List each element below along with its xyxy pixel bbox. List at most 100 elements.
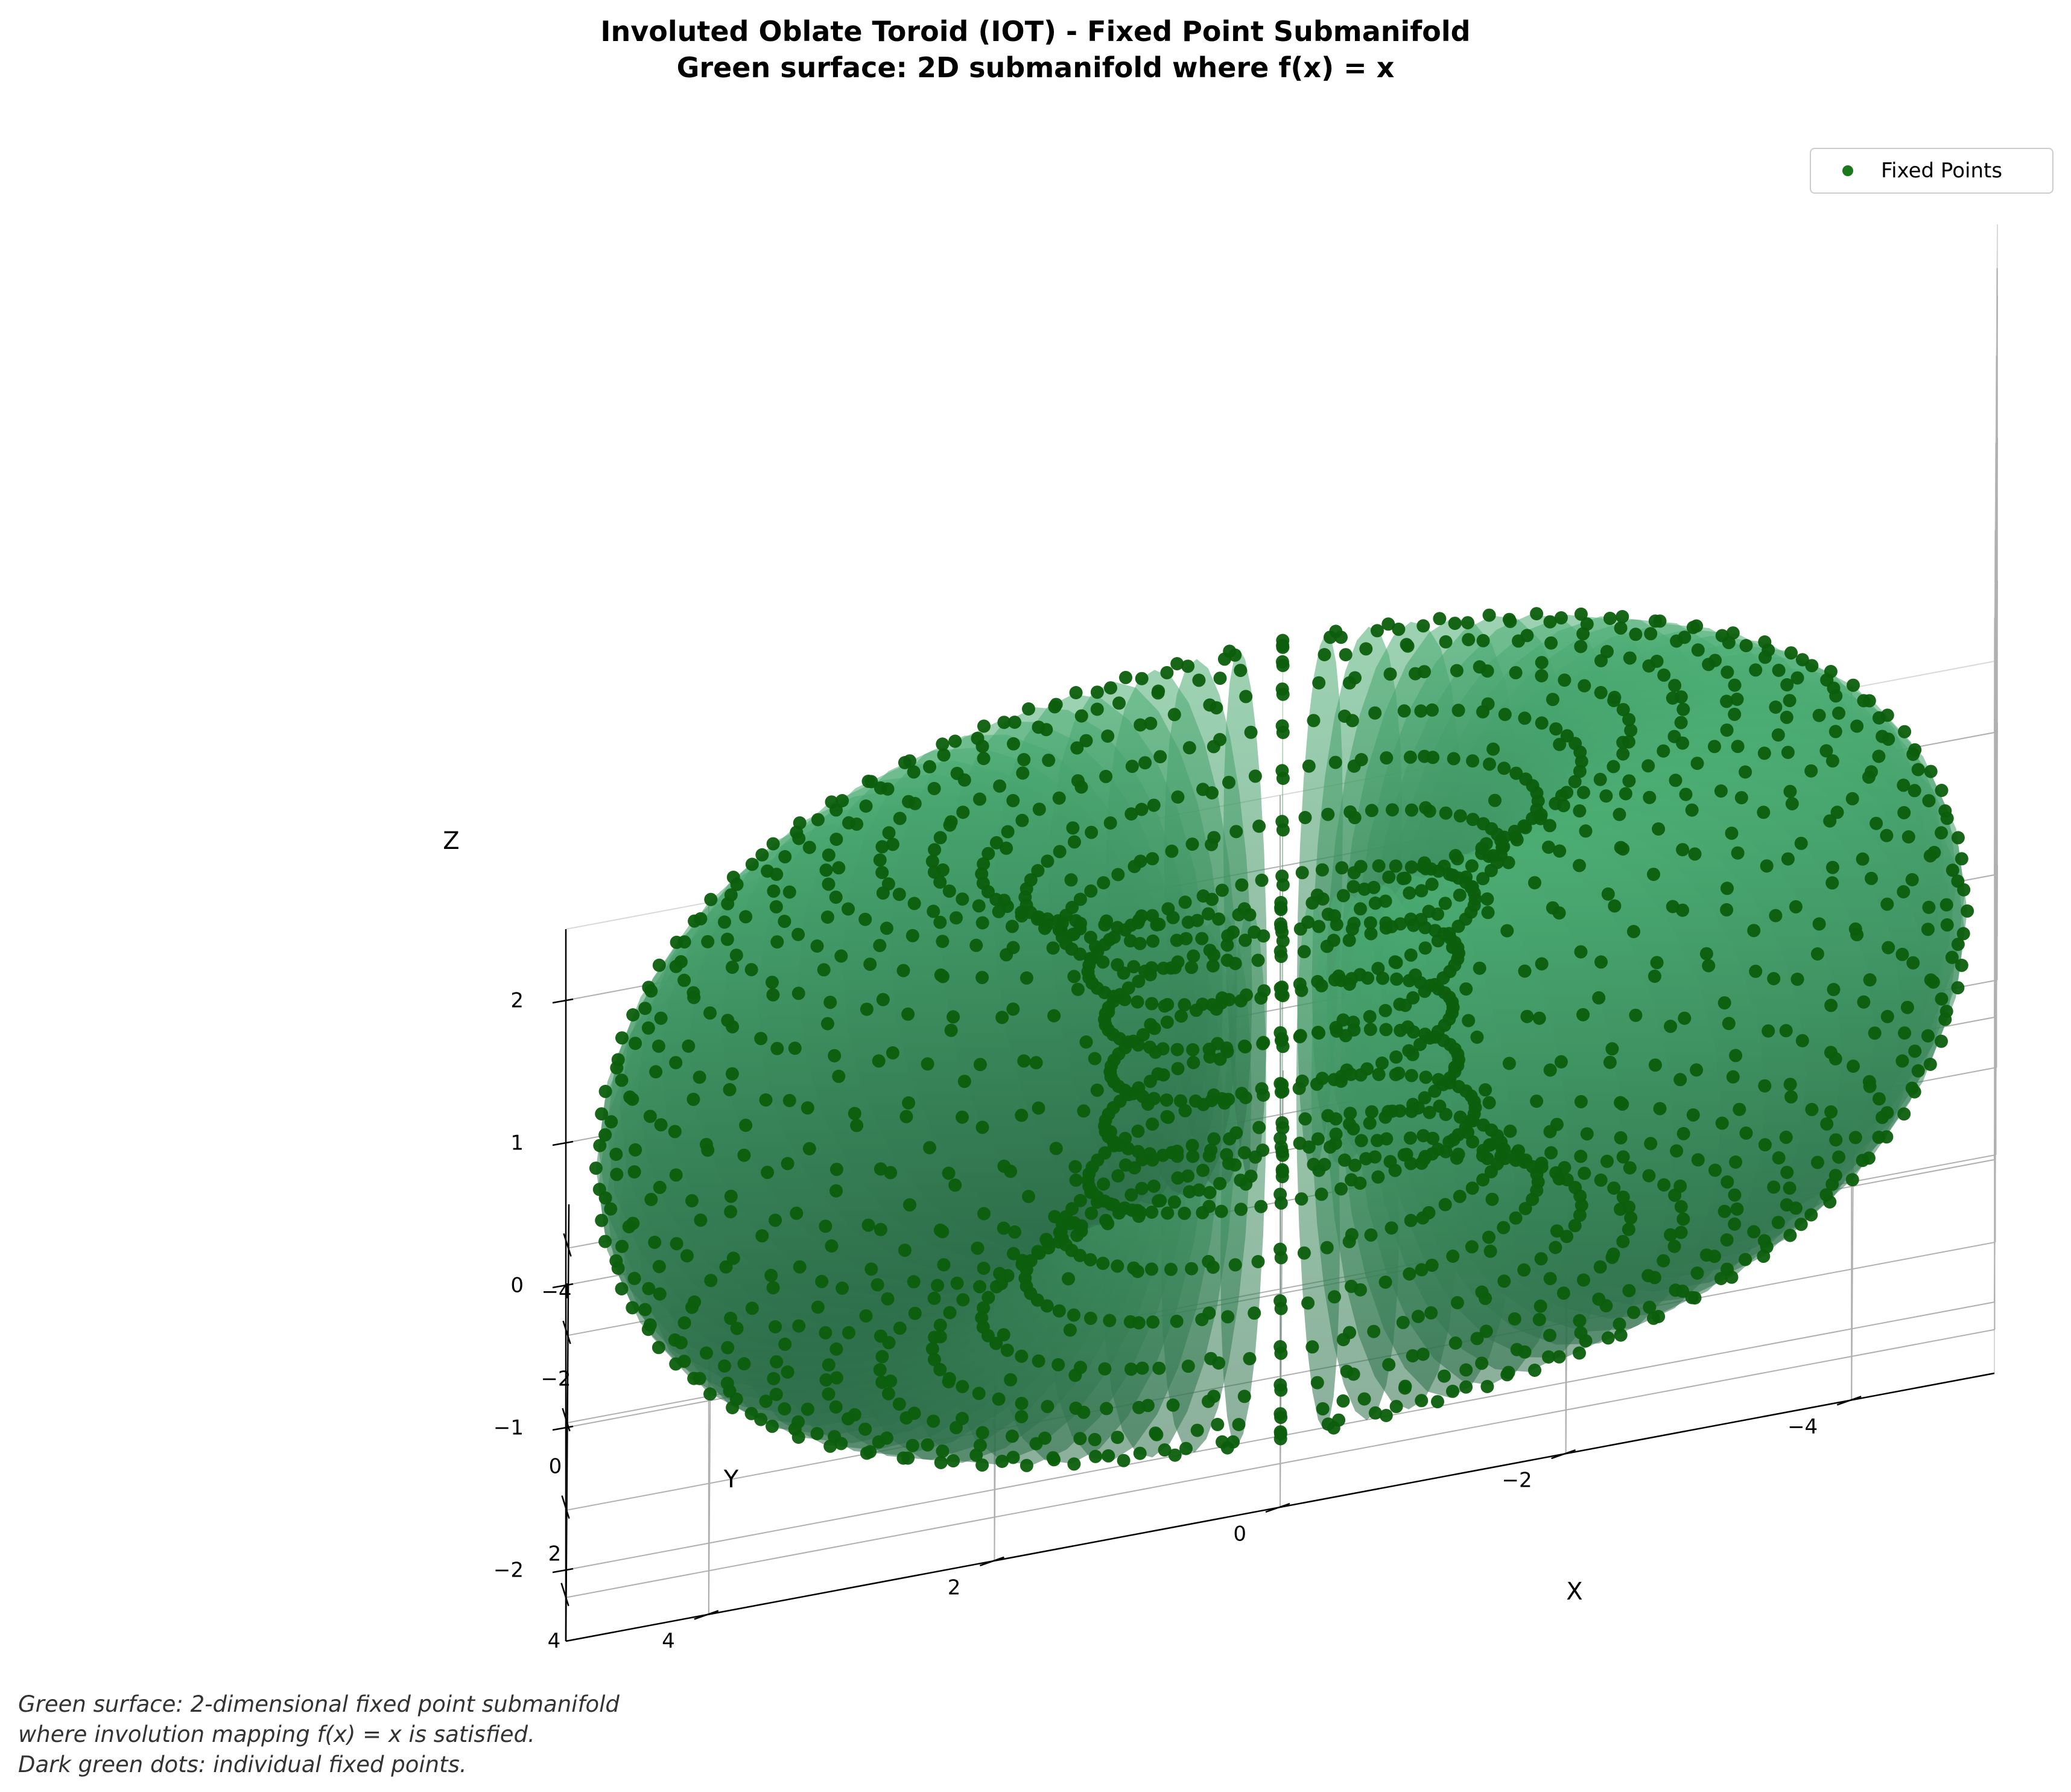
- fixed-point: [1310, 1376, 1324, 1390]
- fixed-point: [1725, 1270, 1739, 1284]
- fixed-point: [1429, 1030, 1442, 1044]
- fixed-point: [801, 1101, 814, 1115]
- z-tick: [552, 1425, 574, 1431]
- fixed-point: [1720, 903, 1734, 917]
- fixed-point: [1051, 1358, 1065, 1371]
- fixed-point: [769, 1320, 782, 1333]
- fixed-point: [595, 1213, 609, 1227]
- fixed-point: [766, 837, 780, 851]
- fixed-point: [1368, 1406, 1382, 1420]
- fixed-point: [1207, 948, 1220, 962]
- fixed-point: [1085, 825, 1099, 839]
- fixed-point: [1213, 1177, 1227, 1190]
- fixed-point: [1825, 754, 1839, 768]
- fixed-point: [925, 854, 939, 868]
- fixed-point: [1901, 830, 1915, 844]
- fixed-point: [1608, 690, 1622, 704]
- fixed-point: [1613, 1317, 1626, 1331]
- fixed-point: [873, 939, 887, 953]
- fixed-point: [1485, 1192, 1499, 1206]
- fixed-point: [1146, 909, 1159, 923]
- fixed-point: [791, 927, 805, 941]
- fixed-point: [703, 1387, 717, 1401]
- fixed-point: [1623, 1161, 1637, 1175]
- fixed-point: [1206, 1260, 1220, 1274]
- fixed-point: [1392, 622, 1406, 636]
- fixed-point: [1876, 1111, 1889, 1124]
- fixed-point: [1624, 1211, 1638, 1225]
- fixed-point: [1202, 907, 1215, 921]
- fixed-point: [1195, 1313, 1209, 1326]
- fixed-point: [1462, 633, 1476, 647]
- fixed-point: [653, 1287, 667, 1301]
- fixed-point: [1715, 1116, 1729, 1130]
- fixed-point: [1185, 1139, 1199, 1152]
- fixed-point: [1276, 640, 1290, 654]
- fixed-point: [1518, 1202, 1532, 1215]
- fixed-point: [1401, 639, 1415, 653]
- fixed-points-series: [589, 607, 1974, 1472]
- fixed-point: [737, 1148, 751, 1162]
- fixed-point: [1622, 1284, 1636, 1298]
- fixed-point: [1022, 702, 1035, 716]
- fixed-point: [704, 1274, 718, 1288]
- fixed-point: [1354, 902, 1367, 916]
- fixed-point: [652, 1039, 665, 1053]
- fixed-point: [1533, 1299, 1547, 1313]
- fixed-point: [975, 1458, 989, 1472]
- fixed-point: [1733, 1102, 1746, 1116]
- fixed-point: [863, 1445, 877, 1459]
- fixed-point: [1101, 729, 1115, 743]
- fixed-point: [1414, 913, 1428, 926]
- fixed-point: [1517, 1263, 1531, 1277]
- fixed-point: [1616, 1234, 1630, 1248]
- fixed-point: [1518, 711, 1532, 725]
- fixed-point: [1439, 1145, 1453, 1158]
- fixed-point: [1573, 764, 1587, 778]
- fixed-point: [927, 1353, 941, 1367]
- fixed-point: [1905, 873, 1919, 886]
- fixed-point: [1480, 892, 1494, 906]
- fixed-point: [1622, 713, 1636, 726]
- fixed-point: [1190, 1423, 1204, 1437]
- fixed-point: [1922, 900, 1936, 914]
- fixed-point: [1111, 958, 1124, 971]
- fixed-point: [1518, 821, 1532, 834]
- fixed-point: [992, 1392, 1006, 1406]
- fixed-point: [1906, 956, 1920, 970]
- fixed-point: [1206, 959, 1220, 973]
- fixed-point: [933, 1318, 947, 1332]
- fixed-point: [1699, 947, 1713, 961]
- fixed-point: [1470, 1332, 1484, 1346]
- fixed-point: [1543, 1063, 1557, 1077]
- fixed-point: [1558, 1161, 1571, 1175]
- fixed-point: [1100, 1402, 1114, 1415]
- fixed-point: [1486, 849, 1500, 863]
- fixed-point: [1069, 1174, 1083, 1187]
- chart-title: Involuted Oblate Toroid (IOT) - Fixed Po…: [0, 13, 2071, 86]
- fixed-point: [923, 760, 936, 774]
- fixed-point: [1005, 1429, 1019, 1443]
- fixed-point: [933, 831, 947, 845]
- fixed-point: [1535, 656, 1549, 670]
- fixed-point: [627, 1271, 641, 1285]
- fixed-point: [811, 1300, 825, 1314]
- fixed-point: [629, 1143, 642, 1157]
- fixed-point: [1535, 669, 1549, 682]
- fixed-point: [969, 938, 983, 952]
- fixed-point: [1769, 701, 1783, 714]
- fixed-point: [898, 1244, 912, 1257]
- fixed-point: [874, 781, 887, 795]
- fixed-point: [598, 1128, 612, 1142]
- fixed-point: [1403, 1131, 1417, 1145]
- fixed-point: [1015, 813, 1029, 827]
- fixed-point: [1067, 970, 1081, 983]
- fixed-point: [875, 866, 889, 879]
- fixed-point: [1832, 1150, 1845, 1164]
- fixed-point: [669, 1056, 683, 1070]
- fixed-point: [1096, 955, 1110, 969]
- fixed-point: [1502, 1365, 1515, 1379]
- fixed-point: [764, 1268, 778, 1282]
- fixed-point: [1721, 666, 1734, 679]
- fixed-point: [1857, 995, 1871, 1009]
